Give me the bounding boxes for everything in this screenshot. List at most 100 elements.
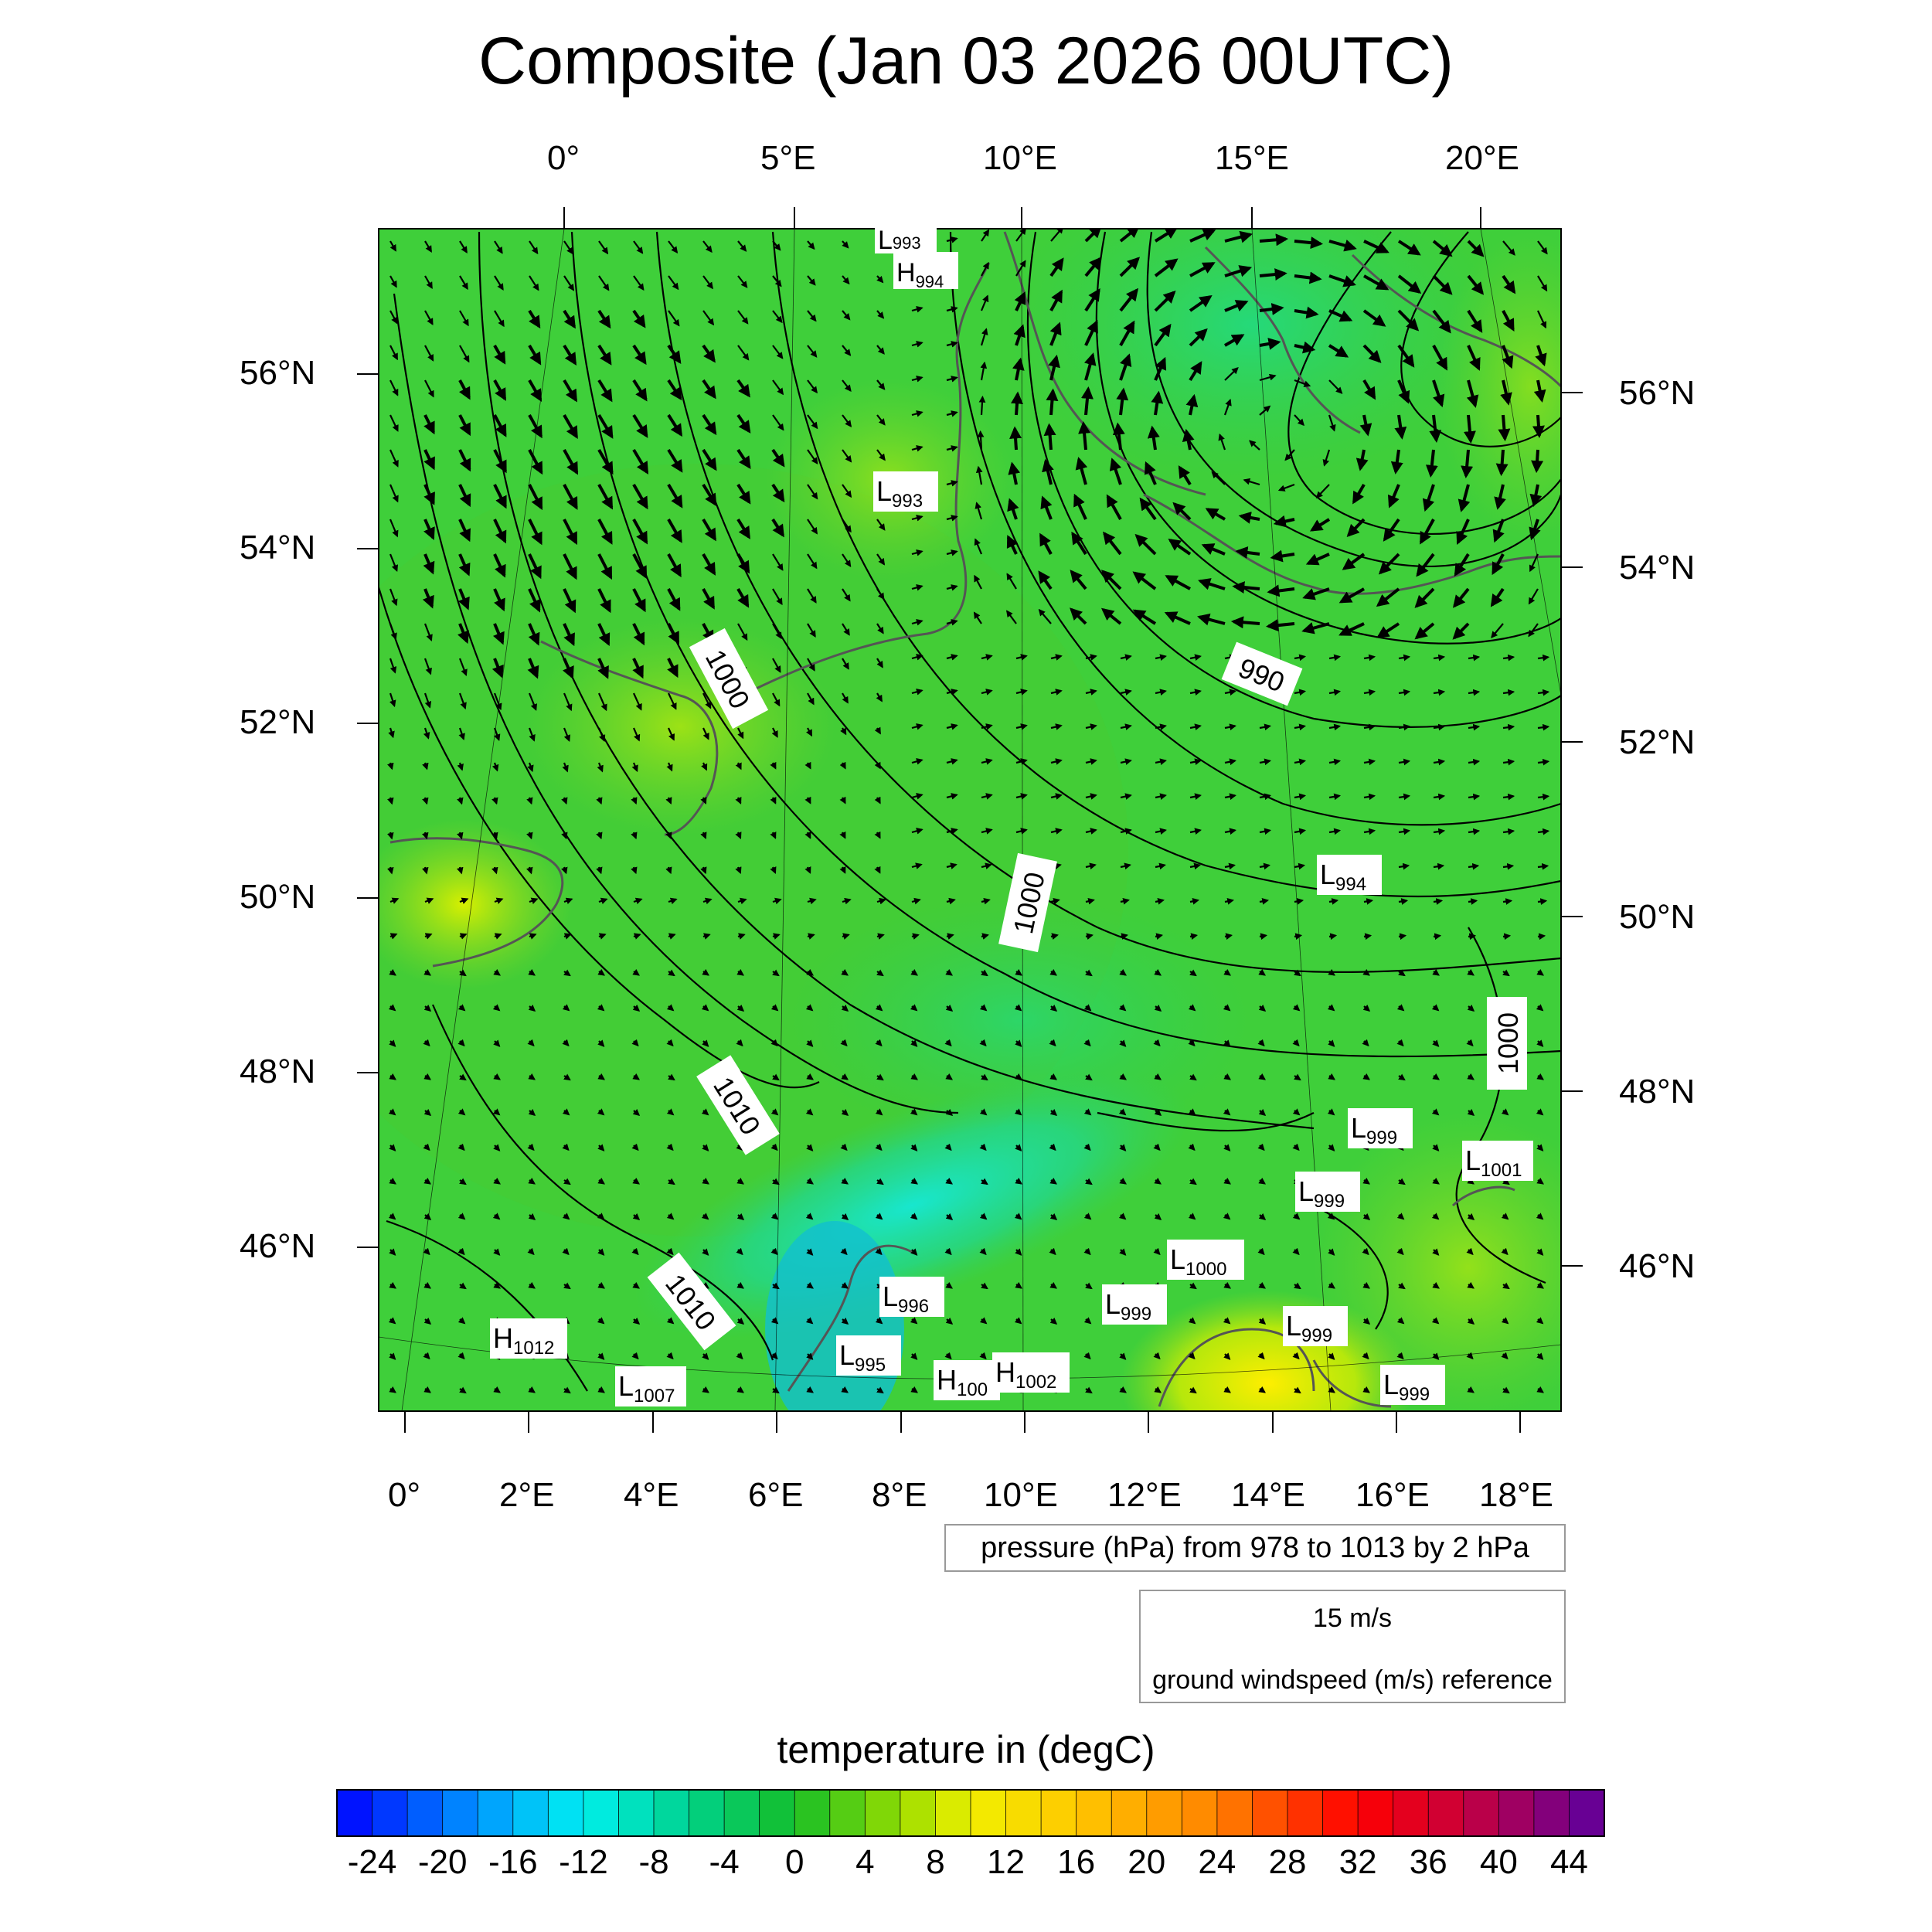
wind-arrow: [1185, 393, 1199, 416]
center-kind: L: [1286, 1310, 1301, 1342]
wind-arrow: [423, 519, 435, 540]
colorbar-tick-label: 24: [1198, 1843, 1236, 1881]
wind-arrow: [1155, 933, 1163, 940]
wind-arrow: [493, 414, 507, 437]
wind-arrow: [736, 1352, 743, 1360]
wind-arrow: [1085, 969, 1093, 977]
center-value: 1012: [513, 1338, 554, 1359]
wind-arrow: [981, 1282, 988, 1290]
wind-arrow: [1491, 623, 1504, 638]
wind-arrow: [1433, 723, 1446, 731]
wind-arrow: [1502, 862, 1515, 870]
wind-arrow: [598, 240, 609, 255]
wind-arrow: [1015, 793, 1028, 800]
wind-arrow: [1070, 607, 1087, 625]
wind-arrow: [597, 588, 611, 614]
wind-arrow: [388, 727, 395, 739]
wind-arrow: [665, 797, 672, 805]
wind-arrow: [597, 1213, 605, 1220]
wind-arrow: [1414, 622, 1435, 640]
wind-arrow: [1118, 1108, 1127, 1116]
wind-arrow: [666, 762, 673, 772]
wind-arrow: [1433, 898, 1444, 905]
wind-arrow: [700, 797, 707, 804]
wind-arrow: [1259, 862, 1271, 870]
wind-arrow: [945, 968, 953, 976]
wind-arrow: [1294, 758, 1307, 766]
wind-arrow: [702, 933, 711, 940]
wind-arrow: [1267, 584, 1295, 597]
wind-arrow: [876, 275, 884, 284]
wind-arrow: [735, 866, 742, 875]
center-kind: L: [878, 226, 893, 255]
wind-arrow: [1083, 1352, 1091, 1360]
wind-arrow: [1328, 309, 1353, 322]
wind-arrow: [1387, 484, 1400, 509]
wind-arrow: [1458, 484, 1471, 512]
wind-arrow: [457, 1143, 465, 1151]
wind-arrow: [1327, 1108, 1335, 1116]
wind-arrow: [981, 793, 993, 800]
colorbar-swatch: [1569, 1790, 1605, 1836]
coastlines: [389, 231, 1561, 1408]
wind-arrow: [1501, 1213, 1509, 1220]
center-value: 994: [916, 272, 944, 291]
wind-arrow: [1223, 1108, 1231, 1116]
wind-arrow: [597, 1144, 605, 1151]
wind-arrow: [423, 1247, 430, 1256]
colorbar-swatch: [478, 1790, 514, 1836]
wind-arrow: [1155, 862, 1166, 870]
wind-arrow: [1328, 723, 1342, 731]
wind-arrow: [807, 379, 818, 394]
wind-arrow: [1258, 1073, 1266, 1080]
wind-arrow: [528, 344, 542, 366]
wind-arrow: [1328, 1281, 1335, 1289]
wind-arrow: [702, 344, 716, 363]
wind-arrow: [632, 448, 649, 474]
wind-arrow: [1155, 793, 1167, 800]
center-value: 993: [893, 233, 921, 253]
wind-arrow: [563, 1073, 571, 1081]
wind-arrow: [528, 449, 543, 475]
wind-arrow: [1363, 828, 1376, 835]
wind-arrow: [1259, 405, 1271, 416]
wind-arrow: [702, 1144, 709, 1151]
wind-arrow: [1224, 265, 1253, 277]
right-lat-label: 50°N: [1619, 898, 1696, 936]
wind-arrow: [702, 275, 713, 290]
wind-arrow: [666, 1352, 674, 1360]
wind-arrow: [1049, 1039, 1056, 1047]
wind-arrow: [458, 484, 471, 508]
pressure-center: L999: [1348, 1108, 1413, 1148]
wind-arrow: [770, 1039, 778, 1047]
top-lon-label: 5°E: [760, 139, 816, 177]
wind-arrow: [1189, 689, 1202, 696]
wind-arrow: [459, 1386, 467, 1394]
wind-arrow: [1151, 390, 1164, 416]
wind-arrow: [389, 1039, 396, 1047]
wind-arrow: [946, 793, 958, 800]
wind-arrow: [842, 933, 850, 940]
center-value: 993: [892, 491, 923, 512]
wind-arrow: [1100, 607, 1122, 625]
wind-arrow: [1224, 300, 1249, 312]
wind-arrow: [876, 692, 883, 702]
wind-arrow: [423, 1108, 432, 1117]
wind-arrow: [1432, 379, 1445, 408]
wind-arrow: [1083, 1004, 1092, 1012]
wind-arrow: [1452, 587, 1470, 608]
wind-arrow: [772, 692, 781, 707]
colorbar-title: temperature in (degC): [777, 1728, 1155, 1771]
wind-arrow: [666, 1317, 675, 1325]
wind-arrow: [631, 832, 638, 840]
wind-arrow: [1498, 414, 1511, 442]
wind-arrow: [911, 515, 923, 522]
wind-arrow: [1265, 619, 1295, 632]
wind-arrow: [911, 376, 923, 383]
wind-arrow: [1039, 532, 1053, 555]
wind-arrow: [1536, 1144, 1544, 1151]
wind-arrow: [1132, 609, 1157, 625]
wind-arrow: [1049, 1143, 1056, 1151]
wind-arrow: [702, 968, 709, 976]
wind-arrow: [1532, 414, 1545, 439]
